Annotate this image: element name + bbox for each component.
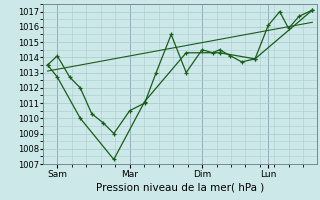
X-axis label: Pression niveau de la mer( hPa ): Pression niveau de la mer( hPa ) [96, 183, 264, 193]
